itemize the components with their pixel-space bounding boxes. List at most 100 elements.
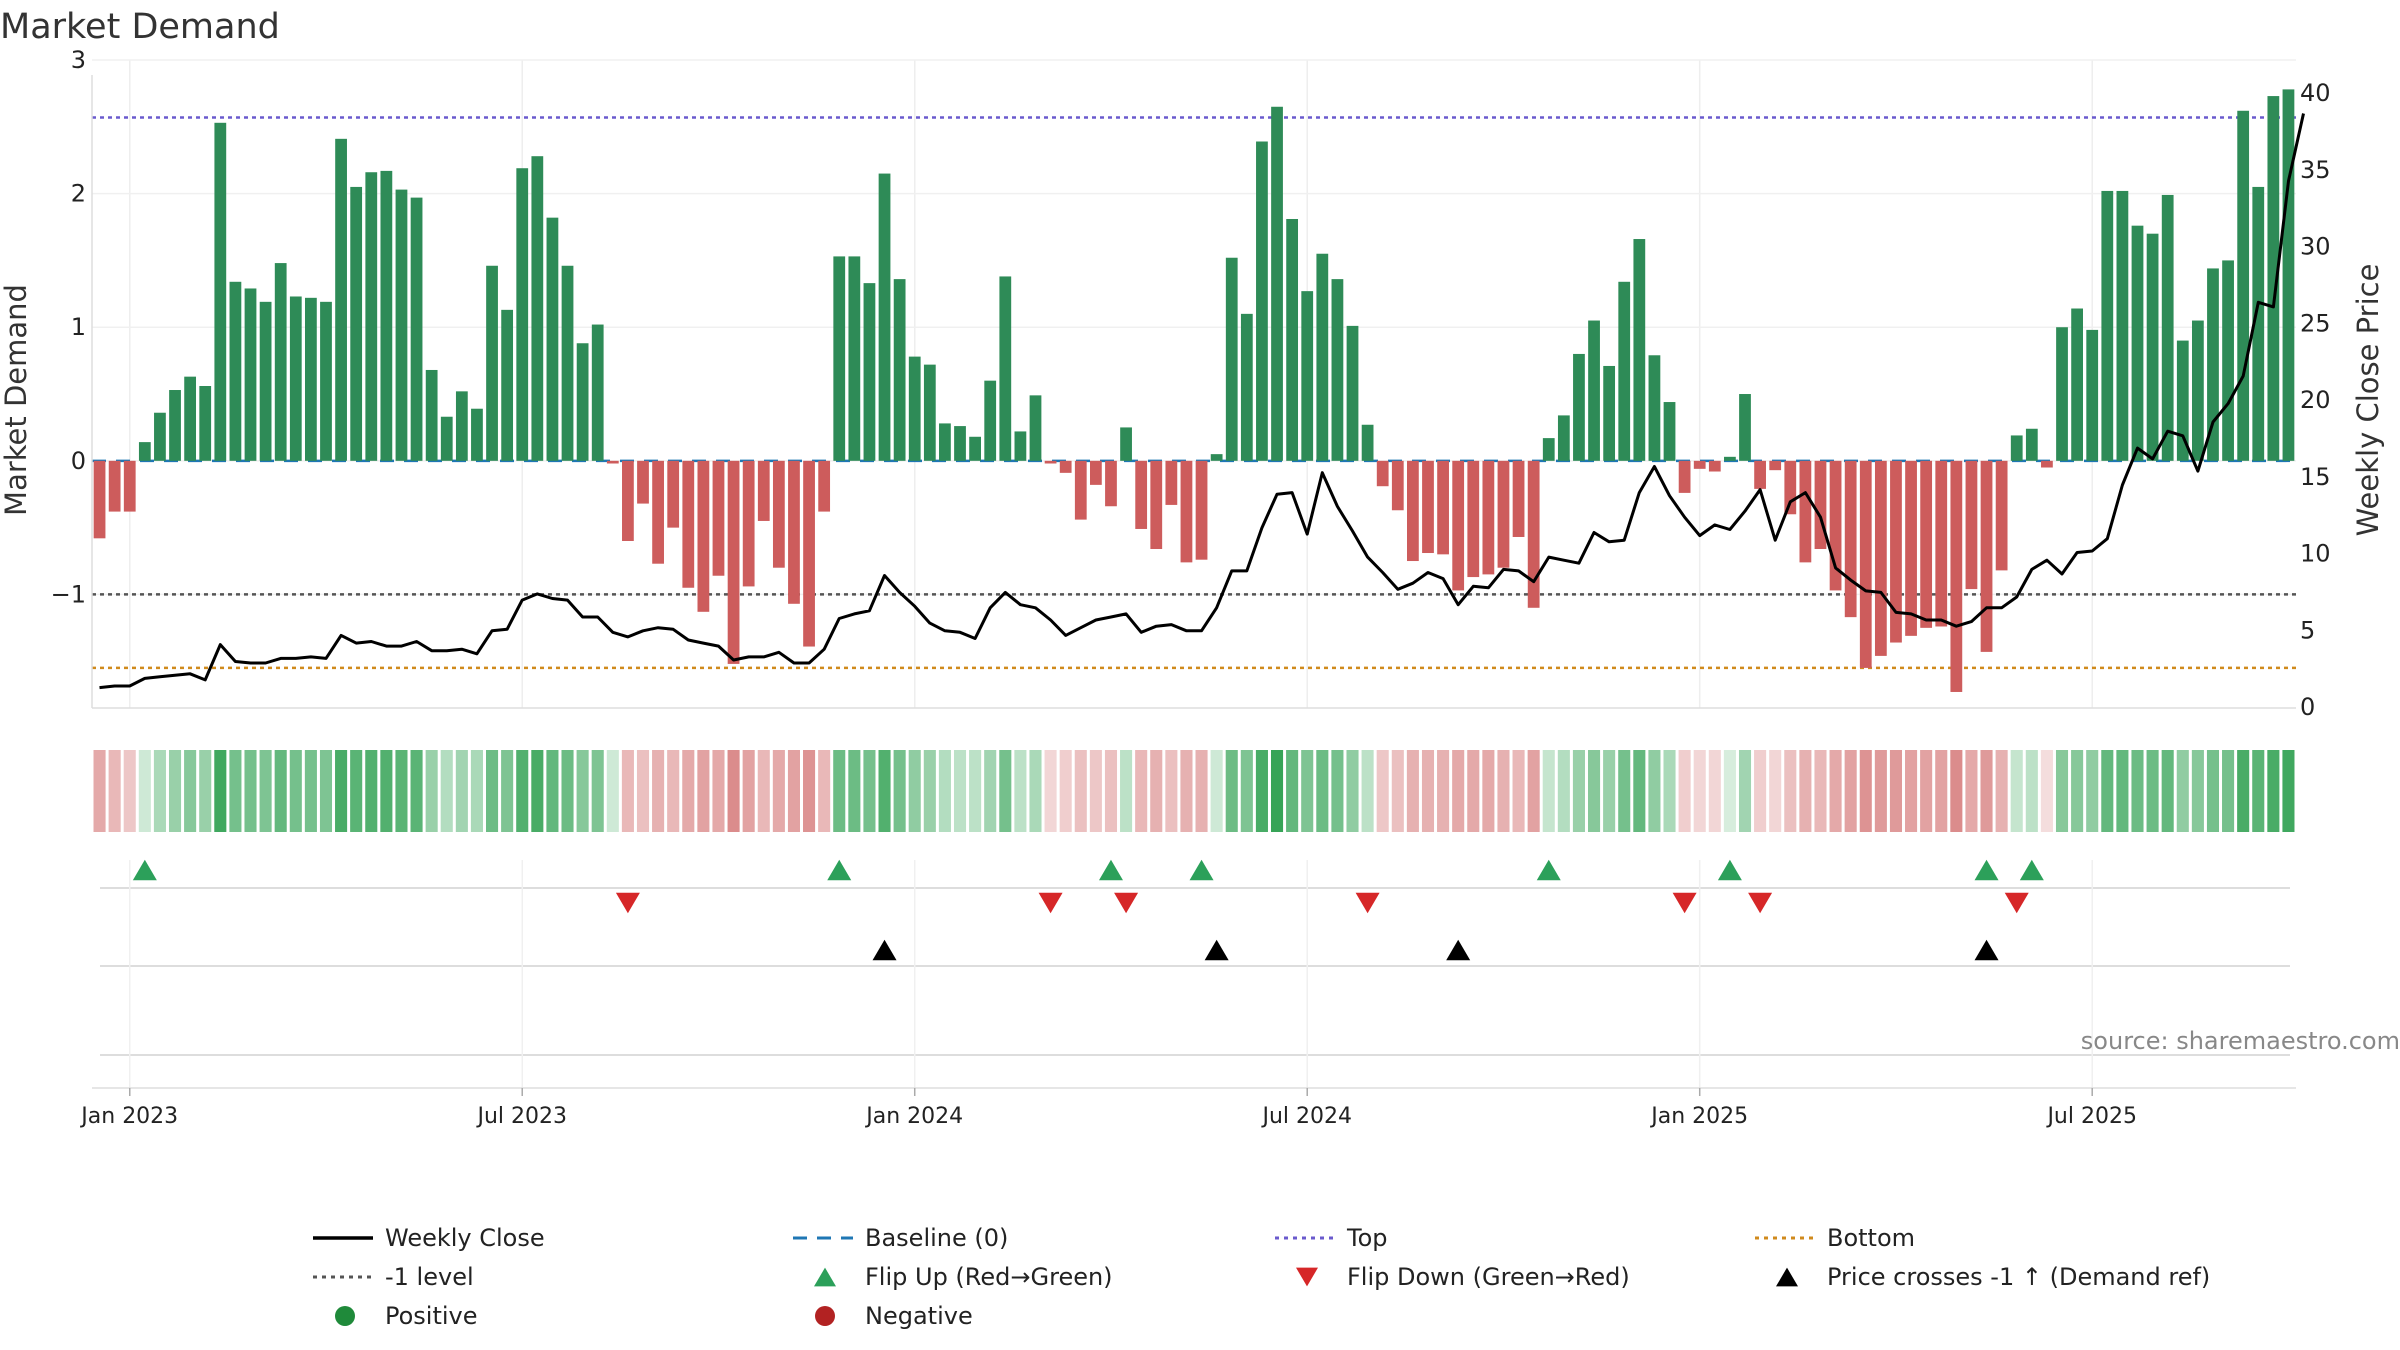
right-tick-label: 10	[2300, 540, 2331, 568]
heat-strip-cell	[591, 750, 604, 832]
heat-strip-cell	[1935, 750, 1948, 832]
demand-bar-positive	[863, 283, 876, 461]
grid	[92, 59, 2296, 708]
demand-bar-positive	[199, 386, 212, 461]
demand-bar-negative	[667, 460, 680, 528]
heat-strip-cell	[984, 750, 997, 832]
demand-bar-positive	[516, 168, 529, 461]
heat-strip-cell	[667, 750, 680, 832]
heat-strip-cell	[244, 750, 257, 832]
demand-bar-positive	[2237, 110, 2250, 461]
heat-strip-cell	[1210, 750, 1223, 832]
demand-bar-positive	[138, 442, 151, 461]
demand-bar-negative	[1105, 460, 1117, 507]
heat-strip-cell	[1452, 750, 1465, 832]
demand-bar-positive	[1361, 424, 1374, 461]
heat-strip-cell	[1301, 750, 1314, 832]
heat-strip-cell	[1829, 750, 1842, 832]
heat-strip-cell	[1708, 750, 1721, 832]
demand-bar-negative	[2041, 460, 2053, 468]
legend-swatch-circle	[335, 1306, 355, 1326]
demand-bar-negative	[1150, 460, 1163, 550]
demand-bar-positive	[1331, 279, 1344, 461]
flip-up-marker	[2019, 859, 2044, 881]
heat-strip-cell	[923, 750, 936, 832]
heat-strip-cell	[1044, 750, 1057, 832]
demand-bar-negative	[1799, 460, 1812, 563]
demand-bar-positive	[1648, 355, 1661, 461]
heat-strip-cell	[742, 750, 755, 832]
weekly-close-line	[99, 113, 2305, 690]
heat-strip-cell	[757, 750, 770, 832]
demand-bar-positive	[1633, 239, 1646, 461]
demand-bar-positive	[2056, 327, 2068, 461]
heat-strip-cell	[350, 750, 363, 832]
heat-strip-cell	[1859, 750, 1872, 832]
heat-strip-cell	[1104, 750, 1118, 832]
heat-strip-cell	[1059, 750, 1072, 832]
demand-bar-negative	[1391, 460, 1404, 511]
demand-bar-negative	[1859, 460, 1872, 668]
price-line-layer	[99, 113, 2305, 690]
demand-bar-positive	[440, 416, 453, 461]
heat-strip-cell	[470, 750, 483, 832]
demand-bar-negative	[1497, 460, 1510, 568]
demand-bar-negative	[123, 460, 136, 512]
heat-strip-cell	[1572, 750, 1585, 832]
demand-bar-positive	[2010, 435, 2023, 461]
flip-up-marker	[1974, 859, 1999, 881]
x-axis: Jan 2023 Jul 2023 Jan 2024 Jul 2024 Jan 2025…	[79, 1088, 2137, 1129]
demand-bar-positive	[576, 343, 589, 461]
demand-bar-negative	[727, 460, 740, 664]
heat-strip-cell	[1421, 750, 1435, 832]
heat-strip-cell	[1527, 750, 1540, 832]
demand-bar-negative	[1950, 460, 1963, 692]
demand-bar-negative	[1814, 460, 1827, 550]
heat-strip-cell	[2222, 750, 2235, 832]
demand-bar-negative	[788, 460, 800, 604]
heat-strip-cell	[1542, 750, 1555, 832]
right-tick-label: 30	[2300, 233, 2331, 261]
heat-strip-cell	[1799, 750, 1812, 832]
demand-bar-negative	[1965, 460, 1978, 590]
demand-bar-negative	[682, 460, 695, 588]
heat-strip-cell	[2252, 750, 2265, 832]
heat-strip-cell	[229, 750, 242, 832]
heat-strip-cell	[1648, 750, 1661, 832]
heat-strip-cell	[893, 750, 906, 832]
demand-bar-positive	[1120, 427, 1132, 461]
demand-bar-positive	[1346, 325, 1359, 461]
demand-bar-negative	[742, 460, 755, 587]
heat-strip-cell	[1588, 750, 1601, 832]
chart-title: Market Demand	[0, 7, 280, 47]
demand-bar-negative	[1165, 460, 1178, 505]
left-tick-label: 1	[71, 313, 86, 341]
heat-strip-cell	[2267, 750, 2280, 832]
heat-strip-cell	[1723, 750, 1736, 832]
heat-strip-cell	[1889, 750, 1902, 832]
demand-bar-positive	[1271, 106, 1283, 461]
heat-strip-cell	[878, 750, 891, 832]
flip-down-marker	[1038, 892, 1063, 914]
heat-strip-cell	[2146, 750, 2159, 832]
demand-bar-positive	[1663, 402, 1676, 461]
heat-strip-cell	[1135, 750, 1148, 832]
heat-strip-cell	[1814, 750, 1827, 832]
heat-strip-cell	[2055, 750, 2069, 832]
flip-up-marker	[1536, 859, 1561, 881]
demand-bar-positive	[274, 263, 287, 461]
price-cross-marker	[1204, 939, 1229, 961]
demand-bar-negative	[1905, 460, 1917, 636]
demand-bar-positive	[1542, 438, 1555, 461]
demand-bar-negative	[1452, 460, 1465, 591]
heat-strip-cell	[516, 750, 529, 832]
demand-bar-negative	[772, 460, 785, 568]
heat-strip-cell	[1346, 750, 1359, 832]
heat-strip-cell	[1905, 750, 1918, 832]
heat-strip-cell	[440, 750, 453, 832]
demand-bar-positive	[2267, 96, 2280, 461]
heat-strip-cell	[2191, 750, 2204, 832]
heat-strip-cell	[365, 750, 378, 832]
demand-bar-positive	[1739, 394, 1751, 461]
